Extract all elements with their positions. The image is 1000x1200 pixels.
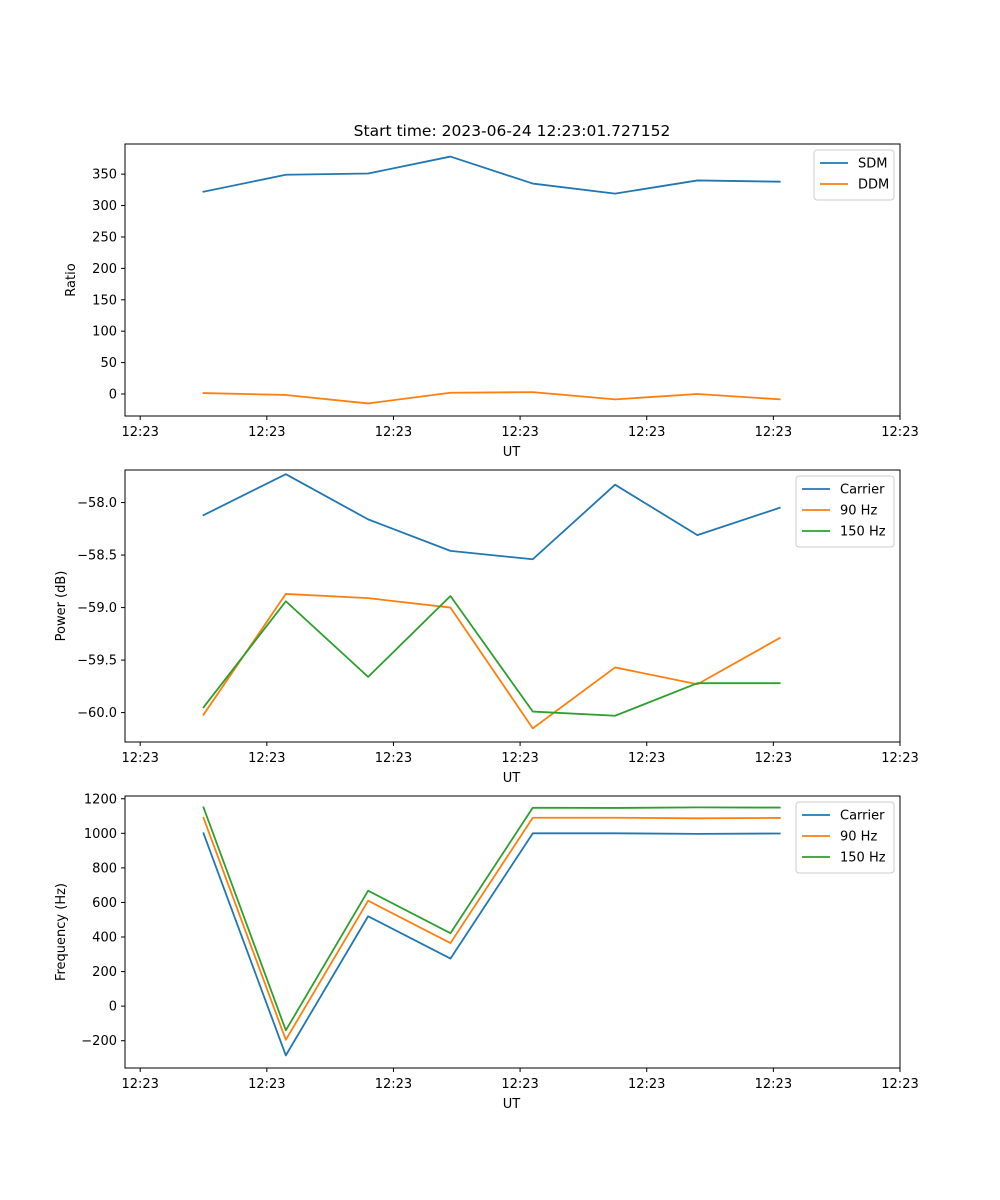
x-tick-label: 12:23 <box>755 751 792 766</box>
legend-label-2: 90 Hz <box>840 830 877 845</box>
y-tick-label: 0 <box>109 388 117 403</box>
figure-title: Start time: 2023-06-24 12:23:01.727152 <box>354 122 671 140</box>
series-line-2-2 <box>202 593 781 730</box>
legend: Carrier 90 Hz 150 Hz <box>795 475 895 548</box>
x-tick-label: 12:23 <box>628 1077 665 1092</box>
y-tick-label: −60.0 <box>77 706 117 721</box>
legend-box <box>795 801 895 874</box>
legend-box <box>795 475 895 548</box>
axes-frame <box>124 469 901 743</box>
x-tick-label: 12:23 <box>501 1077 538 1092</box>
series-line-3-1 <box>202 832 781 1057</box>
x-tick-label: 12:23 <box>881 751 918 766</box>
y-axis-label: Frequency (Hz) <box>54 883 69 981</box>
y-tick-label: 300 <box>92 199 117 214</box>
y-tick-label: 50 <box>100 356 117 371</box>
y-tick-label: 100 <box>92 325 117 340</box>
x-tick-label: 12:23 <box>501 425 538 440</box>
x-tick-label: 12:23 <box>755 425 792 440</box>
y-tick-label: 0 <box>109 1000 117 1015</box>
y-tick-label: 200 <box>92 262 117 277</box>
legend-label-1: Carrier <box>840 809 885 824</box>
series-line-1-2 <box>202 391 781 405</box>
x-tick-label: 12:23 <box>121 1077 158 1092</box>
y-tick-label: −59.0 <box>77 601 117 616</box>
subplots: 12:2312:2312:2312:2312:2312:2312:2312:24… <box>54 143 919 1112</box>
x-axis-label: UT <box>503 445 521 460</box>
x-tick-label: 12:23 <box>628 425 665 440</box>
y-tick-label: 1200 <box>84 792 117 807</box>
legend: Carrier 90 Hz 150 Hz <box>795 801 895 874</box>
y-tick-label: 1000 <box>84 827 117 842</box>
series-line-3-3 <box>202 806 781 1032</box>
x-tick-label: 12:23 <box>881 1077 918 1092</box>
legend-label-2: DDM <box>858 178 889 193</box>
y-tick-label: −58.5 <box>77 549 117 564</box>
x-axis-label: UT <box>503 1097 521 1112</box>
subplot-2: 12:2312:2312:2312:2312:2312:2312:2312:24… <box>54 469 919 786</box>
y-tick-label: 800 <box>92 861 117 876</box>
series-line-2-1 <box>202 473 781 561</box>
y-tick-label: 400 <box>92 931 117 946</box>
y-tick-label: −200 <box>81 1034 117 1049</box>
legend-label-3: 150 Hz <box>840 525 886 540</box>
y-tick-label: −59.5 <box>77 654 117 669</box>
x-tick-label: 12:23 <box>375 1077 412 1092</box>
x-tick-label: 12:23 <box>248 425 285 440</box>
legend-label-1: Carrier <box>840 483 885 498</box>
y-axis-label: Ratio <box>64 263 79 296</box>
x-tick-label: 12:23 <box>755 1077 792 1092</box>
legend: SDM DDM <box>813 149 895 201</box>
x-axis-label: UT <box>503 771 521 786</box>
x-tick-label: 12:23 <box>375 425 412 440</box>
legend-label-1: SDM <box>858 157 887 172</box>
axes-frame <box>124 143 901 417</box>
y-tick-label: 150 <box>92 293 117 308</box>
series-line-2-3 <box>202 595 781 717</box>
x-tick-label: 12:23 <box>501 751 538 766</box>
y-axis-label: Power (dB) <box>54 571 69 642</box>
subplot-3: 12:2312:2312:2312:2312:2312:2312:2312:24… <box>54 792 919 1112</box>
x-tick-label: 12:23 <box>628 751 665 766</box>
y-tick-label: 350 <box>92 168 117 183</box>
series-line-1-1 <box>202 155 781 195</box>
axes-frame <box>124 795 901 1069</box>
y-tick-label: −58.0 <box>77 496 117 511</box>
x-tick-label: 12:23 <box>248 1077 285 1092</box>
legend-label-2: 90 Hz <box>840 504 877 519</box>
x-tick-label: 12:23 <box>375 751 412 766</box>
series-line-3-2 <box>202 816 781 1041</box>
x-tick-label: 12:23 <box>248 751 285 766</box>
y-tick-label: 250 <box>92 230 117 245</box>
y-tick-label: 200 <box>92 965 117 980</box>
legend-label-3: 150 Hz <box>840 851 886 866</box>
subplot-1: 12:2312:2312:2312:2312:2312:2312:2312:24… <box>64 143 919 460</box>
x-tick-label: 12:23 <box>121 751 158 766</box>
x-tick-label: 12:23 <box>881 425 918 440</box>
y-tick-label: 600 <box>92 896 117 911</box>
x-tick-label: 12:23 <box>121 425 158 440</box>
